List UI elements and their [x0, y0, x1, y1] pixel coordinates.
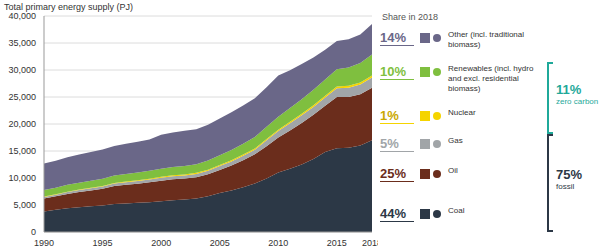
html-text:Share in 2018: Share in 2018 [382, 12, 438, 22]
svg-text:2018: 2018 [362, 238, 378, 248]
svg-text:1995: 1995 [93, 238, 113, 248]
html-text:Total primary energy supply (P: Total primary energy supply (PJ) [4, 2, 133, 12]
svg-text:30,000: 30,000 [8, 65, 36, 75]
svg-text:2005: 2005 [210, 238, 230, 248]
html-text:11%: 11% [556, 82, 582, 97]
html-text:44%: 44% [380, 206, 406, 221]
svg-text:20,000: 20,000 [8, 119, 36, 129]
svg-text:25,000: 25,000 [8, 92, 36, 102]
svg-text:0: 0 [31, 227, 36, 237]
html-text:5%: 5% [380, 136, 399, 151]
svg-text:35,000: 35,000 [8, 38, 36, 48]
svg-text:10,000: 10,000 [8, 173, 36, 183]
html-text:1%: 1% [380, 108, 399, 123]
html-text:10%: 10% [380, 64, 406, 79]
html-text:zero carbon: zero carbon [556, 97, 599, 106]
html-text:Nuclear: Nuclear [448, 108, 476, 117]
html-text:Gas: Gas [448, 136, 463, 145]
html-text:Other (incl. traditional bioma: Other (incl. traditional biomass) [448, 30, 524, 49]
svg-text:2015: 2015 [327, 238, 347, 248]
html-text:75%: 75% [556, 167, 582, 182]
html-text:14%: 14% [380, 30, 406, 45]
svg-text:5,000: 5,000 [13, 200, 36, 210]
svg-text:2010: 2010 [268, 238, 288, 248]
html-text:Coal: Coal [448, 206, 465, 215]
svg-text:1990: 1990 [34, 238, 54, 248]
html-text:Renewables (incl. hydro and ex: Renewables (incl. hydro and excl. reside… [448, 64, 534, 93]
html-text:fossil: fossil [556, 182, 575, 191]
svg-text:15,000: 15,000 [8, 146, 36, 156]
svg-text:2000: 2000 [151, 238, 171, 248]
svg-text:40,000: 40,000 [8, 11, 36, 21]
html-text:25%: 25% [380, 166, 406, 181]
html-text:Oil: Oil [448, 166, 458, 175]
